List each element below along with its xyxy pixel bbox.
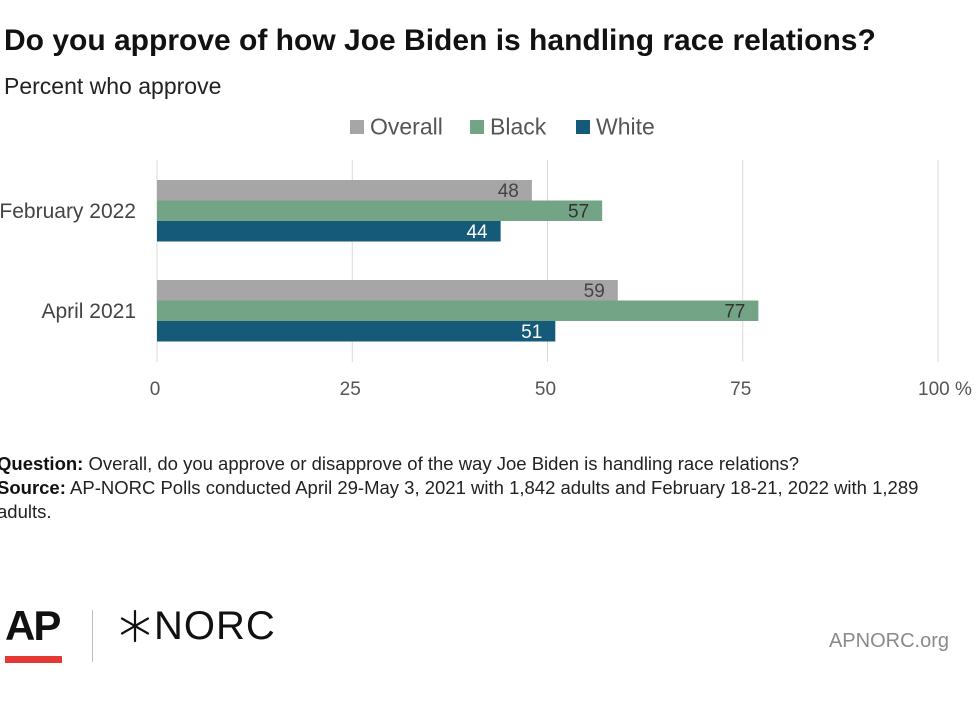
- x-tick-label: 50: [535, 379, 556, 400]
- question-text: Overall, do you approve or disapprove of…: [83, 453, 800, 474]
- chart-title: Do you approve of how Joe Biden is handl…: [4, 24, 876, 57]
- bar-overall: [157, 180, 532, 201]
- source-note: Source: AP-NORC Polls conducted April 29…: [0, 476, 972, 524]
- legend-swatch-overall: [350, 120, 364, 134]
- question-note: Question: Overall, do you approve or dis…: [0, 452, 972, 476]
- x-tick-label: 100 %: [918, 379, 972, 400]
- data-label-white: 51: [521, 322, 542, 343]
- x-tick-label: 0: [150, 379, 161, 400]
- data-label-overall: 48: [498, 181, 519, 202]
- source-label: Source:: [0, 477, 66, 498]
- legend-label-white: White: [596, 114, 655, 140]
- bar-overall: [157, 280, 618, 301]
- data-label-overall: 59: [584, 281, 605, 302]
- source-text: AP-NORC Polls conducted April 29-May 3, …: [0, 477, 919, 522]
- data-label-black: 77: [724, 302, 745, 323]
- chart-notes: Question: Overall, do you approve or dis…: [0, 452, 972, 524]
- norc-star-icon: [120, 609, 150, 643]
- norc-logo-text: NORC: [154, 604, 276, 648]
- category-label: April 2021: [41, 300, 136, 323]
- data-label-black: 57: [568, 202, 589, 223]
- bar-chart: Overall Black White 0 25 50 75 100 % February 20…: [0, 114, 972, 401]
- data-label-white: 44: [466, 222, 488, 243]
- legend-swatch-white: [576, 120, 590, 134]
- legend-swatch-black: [470, 120, 484, 134]
- bar-black: [157, 300, 759, 321]
- chart-subtitle: Percent who approve: [4, 73, 222, 99]
- category-label: February 2022: [0, 200, 136, 223]
- norc-logo: NORC: [118, 602, 276, 650]
- legend-label-black: Black: [490, 114, 547, 140]
- bar-white: [157, 221, 501, 242]
- ap-logo: AP: [5, 602, 63, 663]
- ap-logo-bar: [5, 656, 62, 663]
- bar-white: [157, 321, 556, 342]
- ap-logo-text: AP: [5, 602, 61, 649]
- x-tick-label: 75: [730, 379, 751, 400]
- bar-black: [157, 200, 603, 221]
- question-label: Question:: [0, 453, 84, 474]
- legend-label-overall: Overall: [370, 114, 443, 140]
- website-link[interactable]: APNORC.org: [828, 630, 949, 652]
- x-tick-label: 25: [340, 379, 361, 400]
- logo-divider: [92, 610, 93, 662]
